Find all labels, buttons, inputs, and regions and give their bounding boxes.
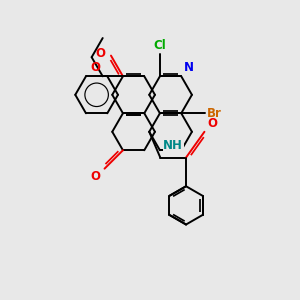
Text: Br: Br (207, 107, 222, 120)
Text: O: O (91, 61, 101, 74)
Text: O: O (95, 47, 106, 60)
Text: N: N (184, 61, 194, 74)
Text: O: O (207, 117, 218, 130)
Text: Cl: Cl (154, 39, 166, 52)
Text: NH: NH (163, 139, 183, 152)
Text: O: O (90, 170, 100, 184)
